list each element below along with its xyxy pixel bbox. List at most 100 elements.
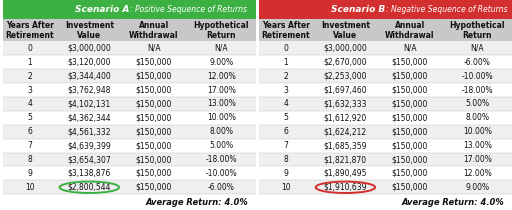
FancyBboxPatch shape bbox=[259, 83, 512, 97]
Text: 4: 4 bbox=[27, 99, 32, 108]
FancyBboxPatch shape bbox=[3, 97, 256, 111]
Text: $4,362,344: $4,362,344 bbox=[68, 113, 111, 122]
Text: $4,639,399: $4,639,399 bbox=[68, 141, 111, 150]
Text: -18.00%: -18.00% bbox=[461, 85, 493, 94]
FancyBboxPatch shape bbox=[259, 125, 512, 139]
FancyBboxPatch shape bbox=[259, 152, 512, 167]
Text: $3,344,400: $3,344,400 bbox=[68, 72, 111, 81]
Text: -10.00%: -10.00% bbox=[461, 72, 493, 81]
FancyBboxPatch shape bbox=[259, 41, 512, 55]
FancyBboxPatch shape bbox=[3, 152, 256, 167]
Text: $3,000,000: $3,000,000 bbox=[324, 44, 367, 53]
Text: $150,000: $150,000 bbox=[392, 155, 428, 164]
Text: 0: 0 bbox=[283, 44, 288, 53]
Text: 2: 2 bbox=[28, 72, 32, 81]
Text: 7: 7 bbox=[283, 141, 288, 150]
Text: $150,000: $150,000 bbox=[392, 169, 428, 178]
Text: 10: 10 bbox=[281, 183, 291, 192]
Text: Scenario A: Scenario A bbox=[75, 5, 129, 14]
Text: $1,697,460: $1,697,460 bbox=[324, 85, 367, 94]
FancyBboxPatch shape bbox=[3, 55, 256, 69]
Text: 7: 7 bbox=[27, 141, 32, 150]
FancyBboxPatch shape bbox=[3, 41, 256, 55]
FancyBboxPatch shape bbox=[3, 167, 256, 180]
Text: $1,821,870: $1,821,870 bbox=[324, 155, 367, 164]
Text: 17.00%: 17.00% bbox=[463, 155, 492, 164]
Text: $2,800,544: $2,800,544 bbox=[68, 183, 111, 192]
Text: $1,910,639: $1,910,639 bbox=[324, 183, 367, 192]
Text: 3: 3 bbox=[283, 85, 288, 94]
Text: 6: 6 bbox=[27, 127, 32, 136]
Text: -18.00%: -18.00% bbox=[205, 155, 237, 164]
FancyBboxPatch shape bbox=[3, 180, 256, 194]
Text: 1: 1 bbox=[284, 58, 288, 67]
Text: 6: 6 bbox=[283, 127, 288, 136]
Text: 8.00%: 8.00% bbox=[465, 113, 489, 122]
Text: 10.00%: 10.00% bbox=[207, 113, 236, 122]
Text: Years After
Retirement: Years After Retirement bbox=[6, 21, 54, 40]
FancyBboxPatch shape bbox=[259, 139, 512, 152]
Text: $150,000: $150,000 bbox=[136, 99, 172, 108]
Text: 2: 2 bbox=[284, 72, 288, 81]
Text: 9.00%: 9.00% bbox=[465, 183, 489, 192]
Text: 4: 4 bbox=[283, 99, 288, 108]
Text: 3: 3 bbox=[27, 85, 32, 94]
Text: $150,000: $150,000 bbox=[136, 72, 172, 81]
Text: 8.00%: 8.00% bbox=[209, 127, 233, 136]
Text: Investment
Value: Investment Value bbox=[321, 21, 370, 40]
Text: $4,561,332: $4,561,332 bbox=[68, 127, 111, 136]
Text: Average Return: 4.0%: Average Return: 4.0% bbox=[145, 198, 248, 207]
Text: : Positive Sequence of Returns: : Positive Sequence of Returns bbox=[130, 5, 247, 14]
Text: $150,000: $150,000 bbox=[136, 183, 172, 192]
Text: Hypothetical
Return: Hypothetical Return bbox=[194, 21, 249, 40]
FancyBboxPatch shape bbox=[259, 0, 512, 19]
Text: $150,000: $150,000 bbox=[136, 169, 172, 178]
Text: $3,138,876: $3,138,876 bbox=[68, 169, 111, 178]
Text: Investment
Value: Investment Value bbox=[65, 21, 114, 40]
FancyBboxPatch shape bbox=[259, 97, 512, 111]
Text: 8: 8 bbox=[284, 155, 288, 164]
Text: $150,000: $150,000 bbox=[392, 72, 428, 81]
Text: $150,000: $150,000 bbox=[136, 58, 172, 67]
Text: 5.00%: 5.00% bbox=[465, 99, 489, 108]
Text: 1: 1 bbox=[28, 58, 32, 67]
Text: -10.00%: -10.00% bbox=[205, 169, 237, 178]
Text: 9: 9 bbox=[283, 169, 288, 178]
Text: $150,000: $150,000 bbox=[392, 99, 428, 108]
FancyBboxPatch shape bbox=[259, 69, 512, 83]
Text: 17.00%: 17.00% bbox=[207, 85, 236, 94]
FancyBboxPatch shape bbox=[3, 19, 256, 41]
Text: 13.00%: 13.00% bbox=[463, 141, 492, 150]
Text: 10: 10 bbox=[25, 183, 35, 192]
Text: $150,000: $150,000 bbox=[136, 127, 172, 136]
FancyBboxPatch shape bbox=[3, 139, 256, 152]
Text: 10.00%: 10.00% bbox=[463, 127, 492, 136]
Text: -6.00%: -6.00% bbox=[464, 58, 490, 67]
Text: 5.00%: 5.00% bbox=[209, 141, 233, 150]
Text: $1,624,212: $1,624,212 bbox=[324, 127, 367, 136]
Text: $150,000: $150,000 bbox=[392, 127, 428, 136]
Text: -6.00%: -6.00% bbox=[208, 183, 234, 192]
Text: $150,000: $150,000 bbox=[392, 183, 428, 192]
Text: : Negative Sequence of Returns: : Negative Sequence of Returns bbox=[386, 5, 507, 14]
Text: N/A: N/A bbox=[215, 44, 228, 53]
FancyBboxPatch shape bbox=[3, 111, 256, 125]
Text: $150,000: $150,000 bbox=[392, 113, 428, 122]
Text: 13.00%: 13.00% bbox=[207, 99, 236, 108]
Text: N/A: N/A bbox=[147, 44, 161, 53]
Text: 9.00%: 9.00% bbox=[209, 58, 233, 67]
Text: $2,670,000: $2,670,000 bbox=[324, 58, 367, 67]
Text: 5: 5 bbox=[283, 113, 288, 122]
Text: $1,685,359: $1,685,359 bbox=[324, 141, 367, 150]
Text: $3,762,948: $3,762,948 bbox=[68, 85, 111, 94]
Text: $150,000: $150,000 bbox=[136, 85, 172, 94]
Text: $3,654,307: $3,654,307 bbox=[68, 155, 111, 164]
Text: Annual
Withdrawal: Annual Withdrawal bbox=[385, 21, 435, 40]
FancyBboxPatch shape bbox=[259, 111, 512, 125]
Text: 5: 5 bbox=[27, 113, 32, 122]
Text: N/A: N/A bbox=[471, 44, 484, 53]
Text: 12.00%: 12.00% bbox=[207, 72, 236, 81]
Text: Years After
Retirement: Years After Retirement bbox=[262, 21, 310, 40]
Text: $150,000: $150,000 bbox=[392, 85, 428, 94]
FancyBboxPatch shape bbox=[3, 83, 256, 97]
